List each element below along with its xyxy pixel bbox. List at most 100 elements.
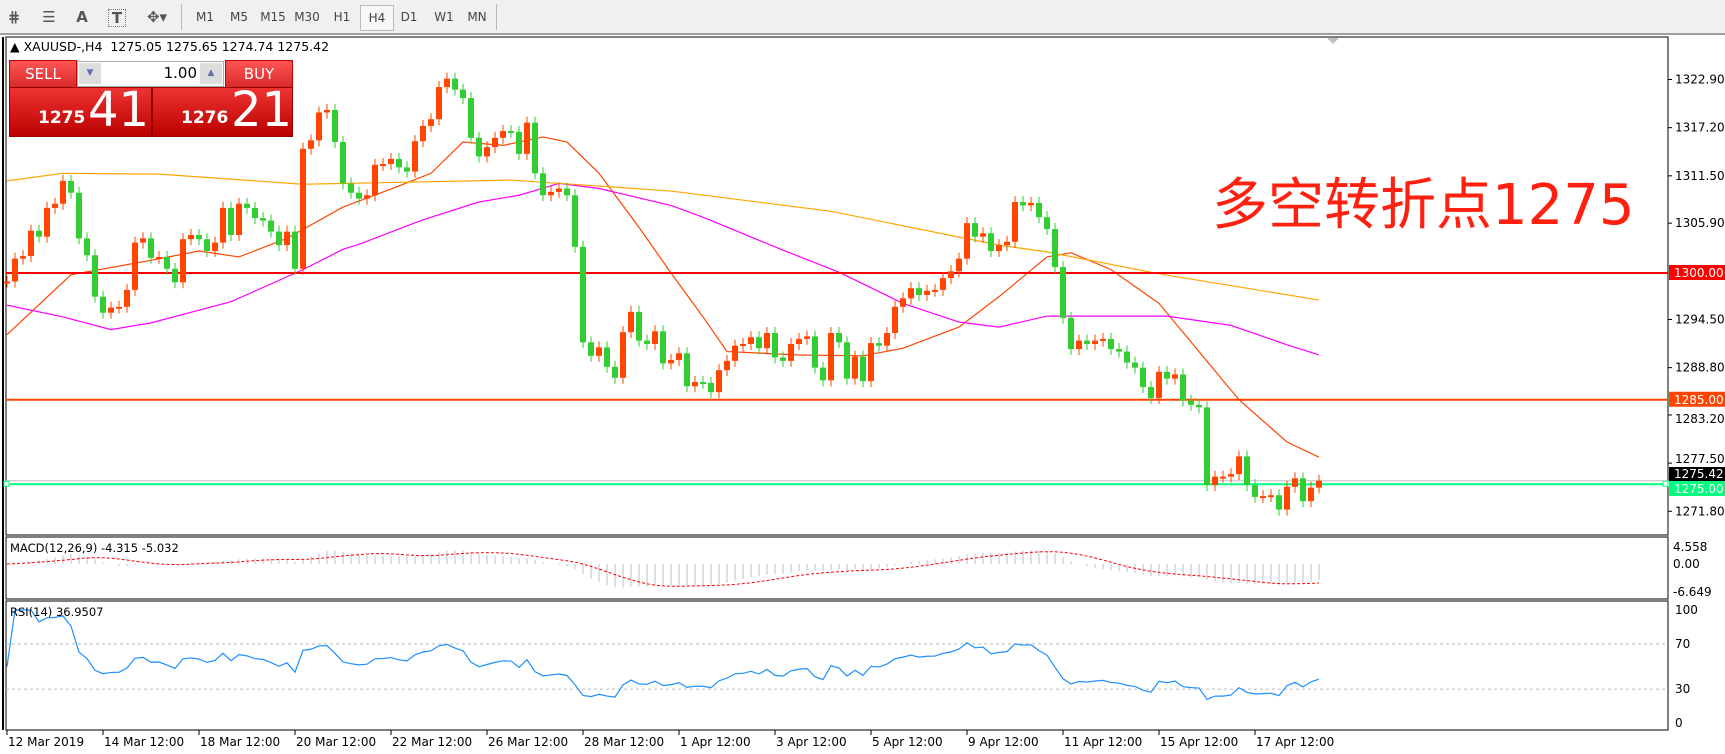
candle-bearish <box>660 331 666 364</box>
candle-bullish <box>28 230 34 257</box>
candle-bearish <box>1300 478 1306 502</box>
candle-bearish <box>68 180 74 193</box>
candle-bullish <box>692 382 698 387</box>
text-label-icon[interactable]: T <box>108 9 126 27</box>
timeframe-m5[interactable]: M5 <box>230 10 248 24</box>
candle-bearish <box>540 173 546 196</box>
candle-bullish <box>1228 474 1234 477</box>
candle-bullish <box>548 191 554 196</box>
candle-bullish <box>956 258 962 272</box>
candle-bullish <box>388 158 394 164</box>
candle-bullish <box>964 223 970 259</box>
candle-bearish <box>1244 456 1250 486</box>
price-axis-label: 1294.50 <box>1675 312 1725 326</box>
timeframe-m30[interactable]: M30 <box>294 10 320 24</box>
timeframe-h1[interactable]: H1 <box>333 10 351 24</box>
candle-bullish <box>940 278 946 290</box>
candle-bullish <box>212 242 218 252</box>
candle-bullish <box>300 148 306 269</box>
sell-button[interactable]: SELL <box>9 60 77 88</box>
candle-bullish <box>4 281 10 284</box>
lot-increase-icon[interactable]: ▲ <box>200 63 222 84</box>
lot-size-input[interactable]: ▼ 1.00 ▲ <box>77 61 224 87</box>
candle-bullish <box>1156 371 1162 399</box>
buy-price-pips: 21 <box>231 82 293 138</box>
macd-signal-line <box>6 551 1320 587</box>
level-handle-icon <box>1662 480 1669 487</box>
candle-bearish <box>588 342 594 356</box>
timeframe-d1[interactable]: D1 <box>400 10 418 24</box>
candle-bullish <box>20 256 26 259</box>
price-axis-label: 1311.50 <box>1675 169 1725 183</box>
timeframe-m1[interactable]: M1 <box>196 10 214 24</box>
rsi-panel <box>5 600 1669 731</box>
candle-bearish <box>196 234 202 240</box>
lot-value[interactable]: 1.00 <box>163 64 197 82</box>
candle-bullish <box>716 370 722 393</box>
candle-bullish <box>1284 486 1290 510</box>
candle-bullish <box>924 290 930 295</box>
collapse-triangle-icon[interactable]: ▲ <box>10 39 24 54</box>
timeframe-h4[interactable]: H4 <box>360 5 394 31</box>
candle-bearish <box>564 188 570 196</box>
text-icon[interactable]: A <box>76 8 88 26</box>
candle-bearish <box>1180 374 1186 401</box>
candle-bearish <box>580 246 586 343</box>
candle-bullish <box>996 245 1002 252</box>
time-axis-label: 12 Mar 2019 <box>8 735 84 749</box>
macd-panel <box>5 536 1669 600</box>
candle-bullish <box>116 306 122 309</box>
timeframe-m15[interactable]: M15 <box>260 10 286 24</box>
candle-bearish <box>476 137 482 157</box>
symbol-ohlc: 1275.05 1275.65 1274.74 1275.42 <box>110 39 330 54</box>
arrows-icon[interactable]: ✥▾ <box>146 8 168 26</box>
rsi-line <box>6 609 1320 701</box>
macd-axis-label: 0.00 <box>1673 557 1700 571</box>
candle-bullish <box>868 343 874 382</box>
buy-price-button[interactable]: 1276 21 <box>152 82 293 138</box>
candle-bullish <box>484 147 490 157</box>
candle-bullish <box>108 307 114 313</box>
candle-bullish <box>1028 202 1034 206</box>
candle-bullish <box>1236 456 1242 475</box>
candle-bearish <box>1124 351 1130 363</box>
price-axis-label: 1271.80 <box>1675 504 1725 518</box>
time-axis-label: 3 Apr 12:00 <box>776 735 847 749</box>
chart-annotation-text[interactable]: 多空转折点1275 <box>1212 173 1635 238</box>
rsi-axis-label: 30 <box>1675 682 1690 696</box>
time-axis-label: 9 Apr 12:00 <box>968 735 1039 749</box>
price-axis-label: 1305.90 <box>1675 216 1725 230</box>
candle-bullish <box>1172 374 1178 379</box>
level-label: 1300.00 <box>1674 266 1724 280</box>
candle-bullish <box>44 207 50 237</box>
elliott-wave-icon[interactable]: ⋕ <box>7 8 21 26</box>
price-axis-label: 1283.20 <box>1675 412 1725 426</box>
candle-bullish <box>596 347 602 356</box>
candle-bearish <box>244 203 250 208</box>
candle-bullish <box>724 360 730 371</box>
timeframe-w1[interactable]: W1 <box>434 10 454 24</box>
fibonacci-icon[interactable]: ☰ <box>42 8 55 26</box>
sell-price-button[interactable]: 1275 41 <box>9 86 152 137</box>
chart-shift-marker-icon <box>1327 38 1339 44</box>
lot-decrease-icon[interactable]: ▼ <box>79 63 101 84</box>
candle-bullish <box>1012 202 1018 242</box>
candle-bullish <box>420 125 426 142</box>
candle-bullish <box>372 164 378 196</box>
candle-bearish <box>164 256 170 269</box>
buy-button[interactable]: BUY <box>225 60 293 88</box>
time-axis-label: 18 Mar 12:00 <box>200 735 280 749</box>
candle-bearish <box>460 89 466 99</box>
candle-bearish <box>1276 495 1282 510</box>
candle-bearish <box>340 142 346 184</box>
time-axis-label: 1 Apr 12:00 <box>680 735 751 749</box>
candle-bullish <box>1292 478 1298 487</box>
price-axis-label: 1277.50 <box>1675 452 1725 466</box>
timeframe-mn[interactable]: MN <box>467 10 487 24</box>
candle-bearish <box>1108 338 1114 350</box>
current-price-box <box>1669 467 1725 481</box>
candle-bearish <box>916 288 922 295</box>
candle-bearish <box>1036 202 1042 218</box>
candle-bullish <box>1004 241 1010 246</box>
candle-bearish <box>1068 317 1074 350</box>
